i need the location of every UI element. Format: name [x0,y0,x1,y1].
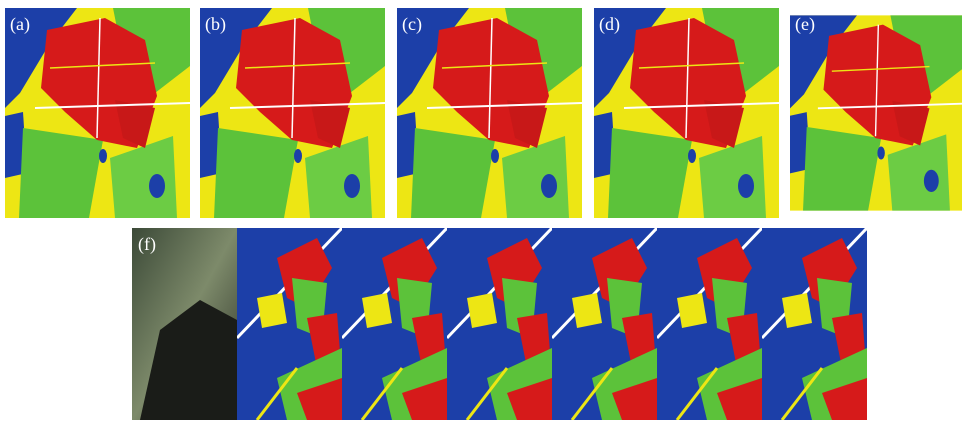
strip-panel [657,228,762,420]
map-panel [5,8,190,218]
panel-label: (e) [795,14,815,35]
strip-panel [342,228,447,420]
strip-panel [237,228,342,420]
panel-label: (c) [402,14,422,35]
panel-label: (b) [205,14,226,35]
map-panel [594,8,779,218]
strip-panel [447,228,552,420]
strip-panel [762,228,867,420]
map-panel [790,15,962,210]
figure: (a) (b) (c) (d) (e) (f) [0,0,966,421]
panel-label: (a) [10,14,30,35]
map-panel [397,8,582,218]
map-panel [200,8,385,218]
page: (a) (b) (c) (d) (e) (f) (() => { const d… [0,0,966,426]
strip-panel [552,228,657,420]
panel-label: (d) [599,14,620,35]
panel-label: (f) [138,234,156,255]
